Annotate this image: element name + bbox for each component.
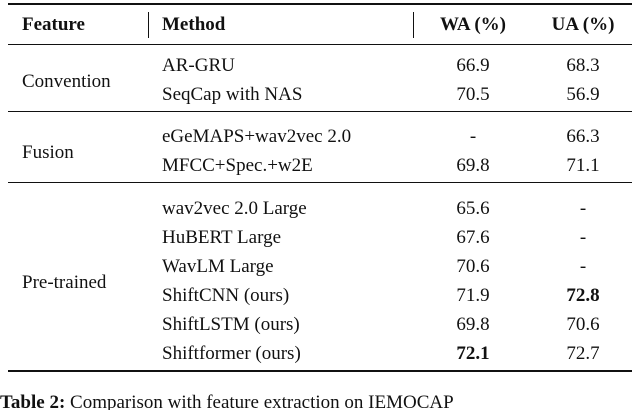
header-rule: [8, 44, 632, 45]
wa-cell: 72.1: [456, 343, 490, 364]
method-cell: WavLM Large: [162, 256, 274, 277]
feature-cell: Fusion: [22, 142, 74, 163]
header-cell: Feature: [22, 14, 85, 35]
feature-cell: Convention: [22, 71, 111, 92]
ua-cell: -: [579, 256, 587, 277]
method-cell: MFCC+Spec.+w2E: [162, 155, 313, 176]
method-cell: wav2vec 2.0 Large: [162, 198, 307, 219]
ua-cell: -: [579, 198, 587, 219]
method-cell: Shiftformer (ours): [162, 343, 301, 364]
ua-cell: 72.8: [566, 285, 600, 306]
wa-cell: 66.9: [456, 55, 490, 76]
ua-cell: 71.1: [566, 155, 600, 176]
top-rule: [8, 3, 632, 5]
wa-cell: 70.5: [456, 84, 490, 105]
caption: Table 2: Comparison with feature extract…: [0, 392, 454, 410]
header-cell: UA (%): [551, 14, 615, 35]
ua-cell: 72.7: [566, 343, 600, 364]
ua-cell: 56.9: [566, 84, 600, 105]
wa-cell: 70.6: [456, 256, 490, 277]
wa-cell: 67.6: [456, 227, 490, 248]
method-cell: ShiftLSTM (ours): [162, 314, 300, 335]
wa-cell: 71.9: [456, 285, 490, 306]
ua-cell: -: [579, 227, 587, 248]
method-cell: HuBERT Large: [162, 227, 282, 248]
method-cell: AR-GRU: [162, 55, 235, 76]
ua-cell: 70.6: [566, 314, 600, 335]
feature-cell: Pre-trained: [22, 272, 107, 293]
ua-cell: 66.3: [566, 126, 600, 147]
group-rule: [8, 111, 632, 112]
header-cell: Method: [162, 14, 226, 35]
method-cell: eGeMAPS+wav2vec 2.0: [162, 126, 352, 147]
ua-cell: 68.3: [566, 55, 600, 76]
group-rule: [8, 182, 632, 183]
caption-text: Comparison with feature extraction on IE…: [70, 392, 454, 410]
wa-cell: -: [469, 126, 477, 147]
method-cell: ShiftCNN (ours): [162, 285, 290, 306]
header-divider: [148, 12, 149, 38]
wa-cell: 69.8: [456, 155, 490, 176]
bottom-rule: [8, 370, 632, 372]
caption-label: Table 2:: [0, 392, 66, 410]
wa-cell: 69.8: [456, 314, 490, 335]
method-cell: SeqCap with NAS: [162, 84, 303, 105]
wa-cell: 65.6: [456, 198, 490, 219]
header-divider: [413, 12, 414, 38]
header-cell: WA (%): [440, 14, 506, 35]
